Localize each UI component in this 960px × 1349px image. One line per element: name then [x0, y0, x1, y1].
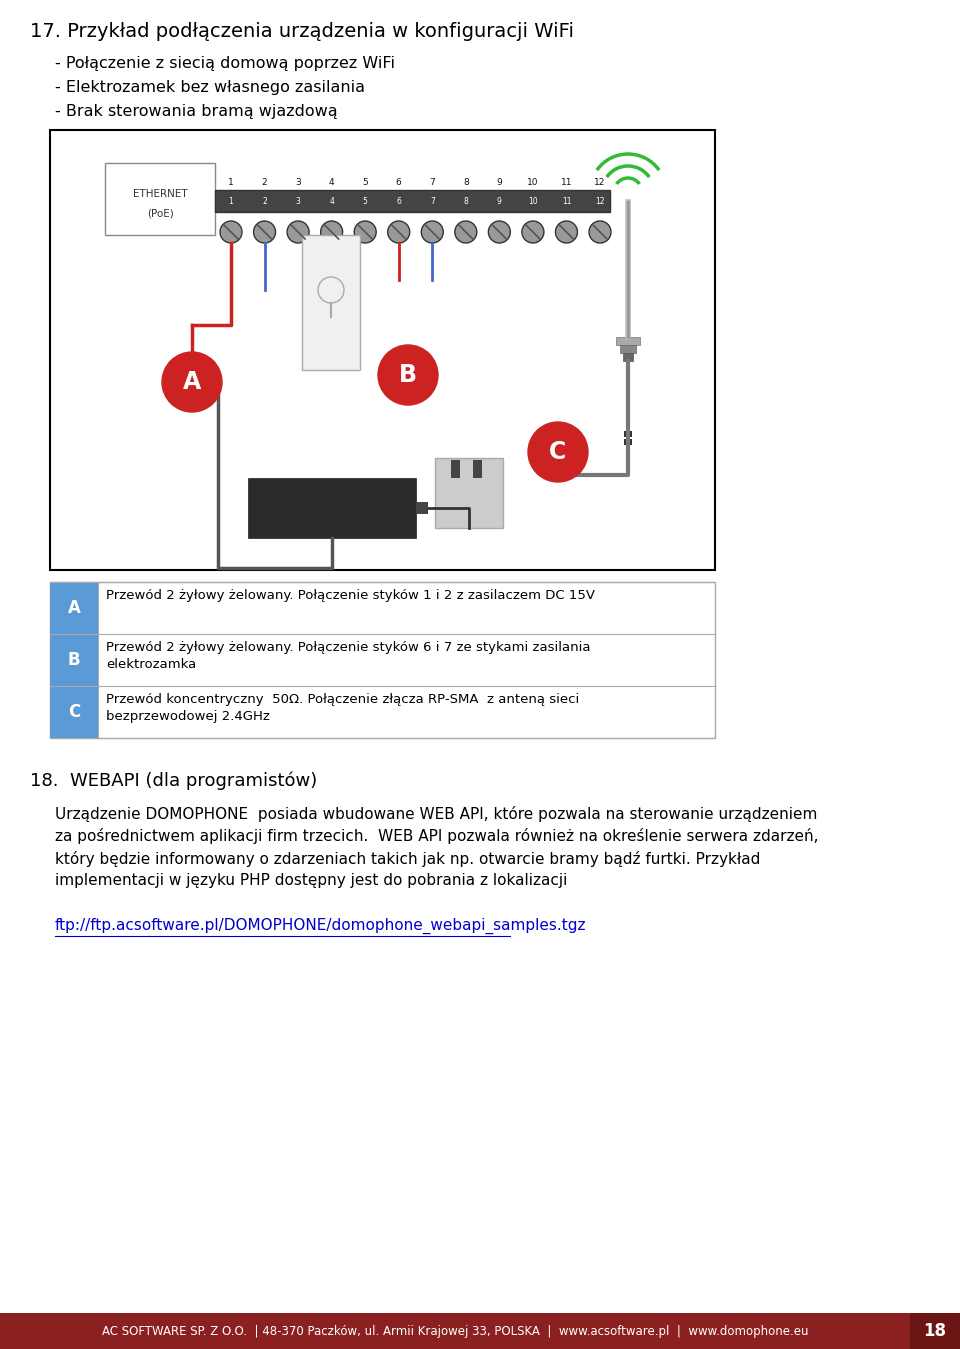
Bar [50, 687, 98, 738]
Bar [0, 1313, 910, 1349]
Bar [620, 345, 636, 353]
Text: 7: 7 [430, 197, 435, 205]
Bar [416, 502, 428, 514]
Circle shape [220, 221, 242, 243]
Bar [248, 478, 416, 538]
Circle shape [388, 221, 410, 243]
Text: 12: 12 [594, 178, 606, 188]
Text: 2: 2 [262, 197, 267, 205]
Text: 6: 6 [396, 197, 401, 205]
Circle shape [162, 352, 222, 411]
Text: A: A [67, 599, 81, 616]
Circle shape [253, 221, 276, 243]
Circle shape [589, 221, 611, 243]
Text: 11: 11 [562, 197, 571, 205]
Text: - Brak sterowania bramą wjazdową: - Brak sterowania bramą wjazdową [55, 104, 338, 119]
Circle shape [556, 221, 578, 243]
Text: Przewód koncentryczny  50Ω. Połączenie złącza RP-SMA  z anteną sieci
bezprzewodo: Przewód koncentryczny 50Ω. Połączenie zł… [106, 693, 579, 723]
Bar [302, 235, 360, 370]
Text: 5: 5 [363, 197, 368, 205]
Text: 2: 2 [262, 178, 267, 188]
Bar [473, 460, 482, 478]
Text: 8: 8 [464, 197, 468, 205]
Text: ftp://ftp.acsoftware.pl/DOMOPHONE/domophone_webapi_samples.tgz: ftp://ftp.acsoftware.pl/DOMOPHONE/domoph… [55, 919, 587, 935]
Text: 8: 8 [463, 178, 468, 188]
Bar [451, 460, 460, 478]
Bar [50, 581, 715, 738]
Text: 3: 3 [296, 197, 300, 205]
Text: 1: 1 [228, 178, 234, 188]
Text: Przewód 2 żyłowy żelowany. Połączenie styków 6 i 7 ze stykami zasilania
elektroz: Przewód 2 żyłowy żelowany. Połączenie st… [106, 641, 590, 670]
Text: 9: 9 [497, 197, 502, 205]
Circle shape [287, 221, 309, 243]
Bar [50, 634, 98, 687]
Circle shape [522, 221, 544, 243]
Text: 4: 4 [329, 197, 334, 205]
Text: B: B [399, 363, 417, 387]
Text: 9: 9 [496, 178, 502, 188]
Circle shape [455, 221, 477, 243]
Text: 12: 12 [595, 197, 605, 205]
Circle shape [421, 221, 444, 243]
Circle shape [354, 221, 376, 243]
Bar [435, 459, 503, 527]
Circle shape [378, 345, 438, 405]
Text: C: C [68, 703, 80, 720]
Text: A: A [182, 370, 202, 394]
Bar [105, 163, 215, 235]
Text: 7: 7 [429, 178, 435, 188]
Text: (PoE): (PoE) [147, 209, 174, 219]
Text: 18: 18 [924, 1322, 947, 1340]
Text: 11: 11 [561, 178, 572, 188]
Text: 10: 10 [527, 178, 539, 188]
Text: Urządzenie DOMOPHONE  posiada wbudowane WEB API, które pozwala na sterowanie urz: Urządzenie DOMOPHONE posiada wbudowane W… [55, 805, 819, 888]
Text: ETHERNET: ETHERNET [132, 189, 187, 200]
Bar [616, 337, 640, 345]
Text: C: C [549, 440, 566, 464]
Text: Przewód 2 żyłowy żelowany. Połączenie styków 1 i 2 z zasilaczem DC 15V: Przewód 2 żyłowy żelowany. Połączenie st… [106, 590, 595, 602]
Text: AC SOFTWARE SP. Z O.O.  | 48-370 Paczków, ul. Armii Krajowej 33, POLSKA  |  www.: AC SOFTWARE SP. Z O.O. | 48-370 Paczków,… [102, 1325, 808, 1337]
Text: 5: 5 [362, 178, 368, 188]
Text: 4: 4 [329, 178, 334, 188]
Circle shape [489, 221, 511, 243]
Text: B: B [68, 652, 81, 669]
Text: - Elektrozamek bez własnego zasilania: - Elektrozamek bez własnego zasilania [55, 80, 365, 94]
Text: 17. Przykład podłączenia urządzenia w konfiguracji WiFi: 17. Przykład podłączenia urządzenia w ko… [30, 22, 574, 40]
Bar [624, 430, 632, 437]
Text: 1: 1 [228, 197, 233, 205]
Bar [50, 130, 715, 571]
Bar [215, 190, 610, 212]
Bar [623, 353, 633, 362]
Text: 10: 10 [528, 197, 538, 205]
Text: 3: 3 [296, 178, 301, 188]
Circle shape [321, 221, 343, 243]
Text: 6: 6 [396, 178, 401, 188]
Bar [50, 581, 98, 634]
Bar [910, 1313, 960, 1349]
Text: - Połączenie z siecią domową poprzez WiFi: - Połączenie z siecią domową poprzez WiF… [55, 57, 395, 71]
Text: 18.  WEBAPI (dla programistów): 18. WEBAPI (dla programistów) [30, 772, 317, 791]
Bar [624, 438, 632, 445]
Circle shape [528, 422, 588, 482]
